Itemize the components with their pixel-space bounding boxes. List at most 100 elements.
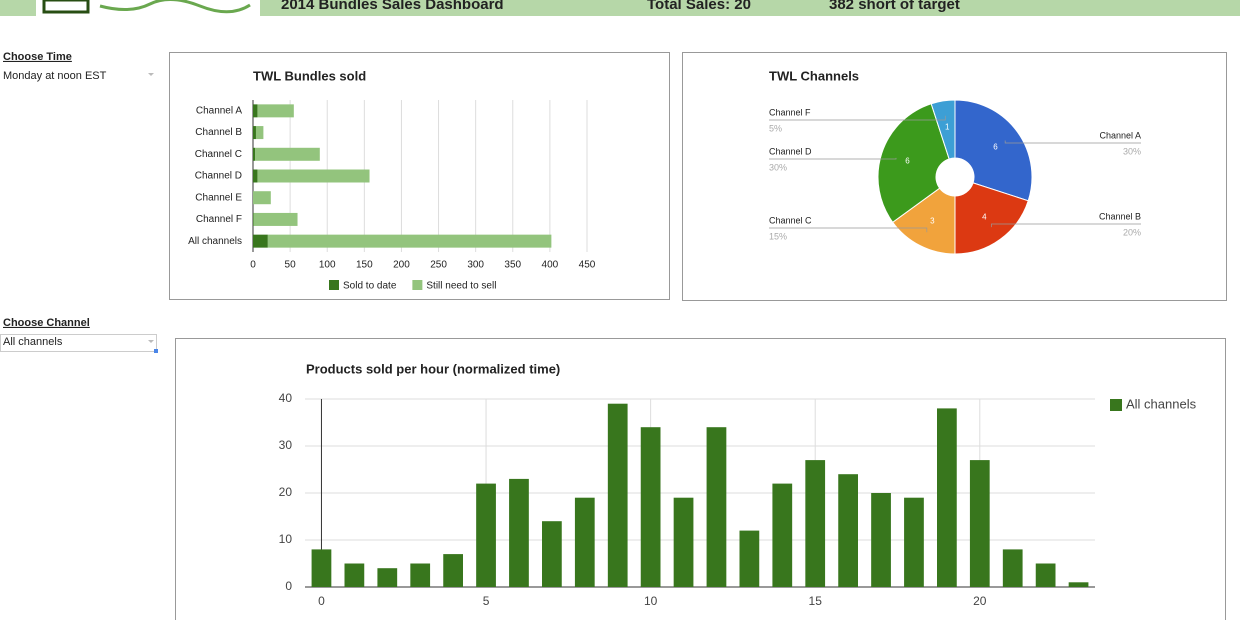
slice-percent: 15% <box>769 231 787 241</box>
slice-value: 6 <box>905 157 910 166</box>
x-tick-label: 50 <box>285 260 297 271</box>
y-tick-label: Channel A <box>196 105 242 116</box>
bar-segment <box>257 169 370 183</box>
y-tick-label: Channel F <box>196 214 242 225</box>
bar-segment <box>257 104 294 118</box>
legend-swatch <box>1110 399 1122 411</box>
bar <box>410 563 431 587</box>
y-tick-label: Channel B <box>195 127 242 138</box>
pie-slice <box>954 99 1033 202</box>
legend-label: Still need to sell <box>426 281 496 292</box>
x-tick-label: 150 <box>356 260 373 271</box>
bar <box>311 549 332 587</box>
slice-label: Channel A <box>1099 130 1141 140</box>
slice-percent: 30% <box>769 162 787 172</box>
bar <box>871 493 891 587</box>
chart-title: TWL Bundles sold <box>253 68 366 83</box>
pie-slice <box>892 187 956 255</box>
time-label: Choose Time <box>3 51 72 63</box>
leader-line <box>769 157 897 160</box>
bar <box>772 483 793 587</box>
bar-segment <box>253 169 258 183</box>
pie-slice <box>877 103 950 223</box>
leader-line <box>991 223 1141 228</box>
bar <box>1035 563 1056 587</box>
logo-icon <box>42 0 90 14</box>
leader-line <box>769 227 928 233</box>
slice-value: 4 <box>982 213 987 222</box>
logo-script <box>99 0 251 14</box>
bar-segment <box>255 147 320 161</box>
header-bar <box>0 0 1240 16</box>
bar-segment <box>253 212 298 226</box>
channel-select-box[interactable] <box>0 334 157 352</box>
bar <box>937 408 957 587</box>
bar <box>640 427 661 587</box>
short-of-target: 382 short of target <box>829 0 960 13</box>
leader-line <box>769 115 946 121</box>
logo <box>36 0 260 16</box>
chart-frame <box>682 52 1227 301</box>
total-sales: Total Sales: 20 <box>647 0 751 13</box>
legend-swatch <box>412 280 423 290</box>
bar-segment <box>253 191 271 205</box>
bar-segment <box>253 147 256 161</box>
bar-segment <box>253 104 258 118</box>
x-tick-label: 0 <box>250 260 256 271</box>
pie-slice <box>930 99 956 160</box>
y-tick-label: 20 <box>279 485 293 499</box>
slice-value: 6 <box>993 143 998 152</box>
channel-label: Choose Channel <box>3 317 90 329</box>
bar <box>838 474 858 587</box>
x-tick-label: 200 <box>393 260 410 271</box>
time-select[interactable]: Monday at noon EST <box>3 70 107 82</box>
legend-label: All channels <box>1126 396 1197 411</box>
slice-value: 1 <box>945 123 950 132</box>
dropdown-arrow[interactable] <box>148 73 154 76</box>
x-tick-label: 350 <box>504 260 521 271</box>
x-tick-label: 20 <box>973 594 987 608</box>
legend-label: Sold to date <box>343 281 397 292</box>
slice-percent: 30% <box>1123 146 1141 156</box>
y-tick-label: 40 <box>279 391 293 405</box>
x-tick-label: 100 <box>319 260 336 271</box>
bar <box>344 563 365 587</box>
x-tick-label: 10 <box>644 594 658 608</box>
bar <box>443 554 463 587</box>
leader-line <box>1004 140 1141 144</box>
chart-frame <box>175 338 1226 625</box>
y-tick-label: Channel C <box>195 149 242 160</box>
y-tick-label: 30 <box>279 438 293 452</box>
x-tick-label: 300 <box>467 260 484 271</box>
x-tick-label: 5 <box>483 594 490 608</box>
bar-segment <box>253 212 254 226</box>
channel-select[interactable]: All channels <box>3 336 63 348</box>
bar <box>706 427 727 587</box>
bar <box>805 460 826 587</box>
chart-title: TWL Channels <box>769 68 859 83</box>
x-tick-label: 15 <box>809 594 823 608</box>
bar-segment <box>253 234 268 248</box>
bar-segment <box>255 126 264 140</box>
bar <box>1002 549 1023 587</box>
slice-label: Channel C <box>769 215 812 225</box>
chart-title: Products sold per hour (normalized time) <box>306 361 560 376</box>
header-title: 2014 Bundles Sales Dashboard <box>281 0 504 13</box>
y-tick-label: 10 <box>279 532 293 546</box>
slice-label: Channel B <box>1099 211 1141 221</box>
slice-label: Channel D <box>769 146 812 156</box>
bar-segment <box>267 234 552 248</box>
bar <box>739 530 760 587</box>
pie-slice <box>954 182 1029 255</box>
x-tick-label: 450 <box>579 260 596 271</box>
dropdown-arrow[interactable] <box>148 340 154 343</box>
slice-label: Channel F <box>769 107 811 117</box>
x-tick-label: 400 <box>542 260 559 271</box>
x-tick-label: 0 <box>318 594 325 608</box>
legend-swatch <box>329 280 339 290</box>
slice-percent: 5% <box>769 123 782 133</box>
bar <box>476 483 496 587</box>
slice-value: 3 <box>930 217 935 226</box>
